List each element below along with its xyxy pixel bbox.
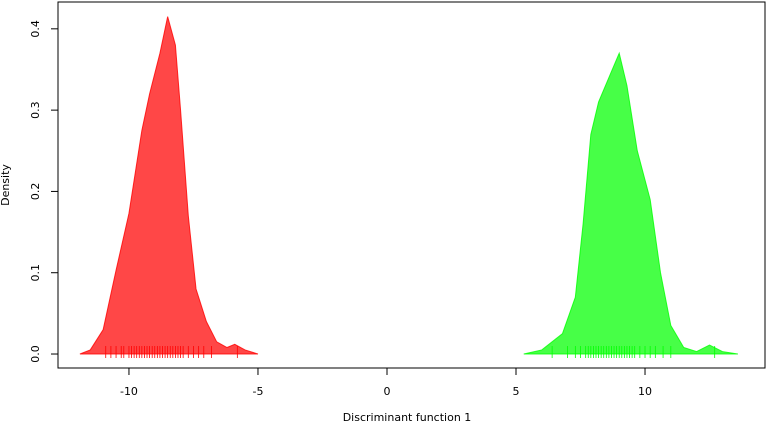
x-tick-label: -5: [252, 385, 263, 398]
y-axis-label: Density: [0, 164, 12, 206]
density-area: [79, 16, 259, 355]
x-axis-label: Discriminant function 1: [343, 411, 472, 423]
density-area: [523, 51, 738, 355]
y-tick-label: 0.3: [29, 101, 42, 119]
y-tick-label: 0.2: [29, 183, 42, 201]
x-tick-label: 10: [638, 385, 652, 398]
x-tick-label: 5: [513, 385, 520, 398]
plot-frame: [57, 1, 766, 369]
x-tick-label: 0: [383, 385, 390, 398]
y-tick-label: 0.4: [29, 20, 42, 38]
y-tick-label: 0.0: [29, 345, 42, 363]
y-tick-label: 0.1: [29, 264, 42, 282]
x-tick-label: -10: [120, 385, 138, 398]
